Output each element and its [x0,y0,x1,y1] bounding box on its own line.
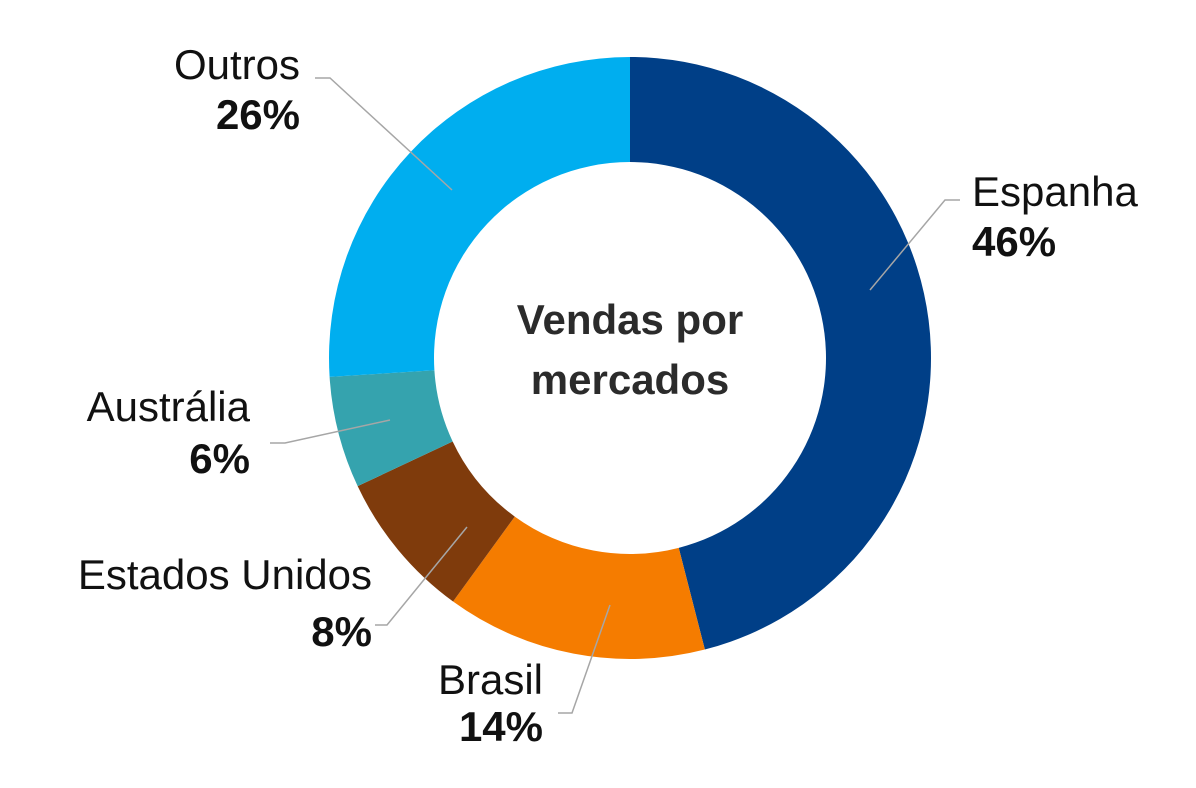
value-label: 46% [972,218,1056,265]
leader-line [869,199,960,291]
donut-segment [329,370,453,487]
leader-line [270,419,391,444]
value-label: 26% [216,91,300,138]
category-label: Austrália [87,383,251,430]
donut-segment [357,441,515,602]
value-label: 8% [311,608,372,655]
donut-segment [630,57,931,650]
leader-line [315,77,453,191]
leader-line [558,604,611,714]
category-label: Outros [174,41,300,88]
donut-segment [453,516,705,659]
value-label: 14% [459,703,543,750]
leader-line [375,526,468,626]
category-label: Espanha [972,168,1138,215]
category-label: Brasil [438,656,543,703]
chart-title: Vendas por mercados [516,296,744,403]
value-label: 6% [189,435,250,482]
category-label: Estados Unidos [78,551,372,598]
donut-segment [329,56,630,377]
